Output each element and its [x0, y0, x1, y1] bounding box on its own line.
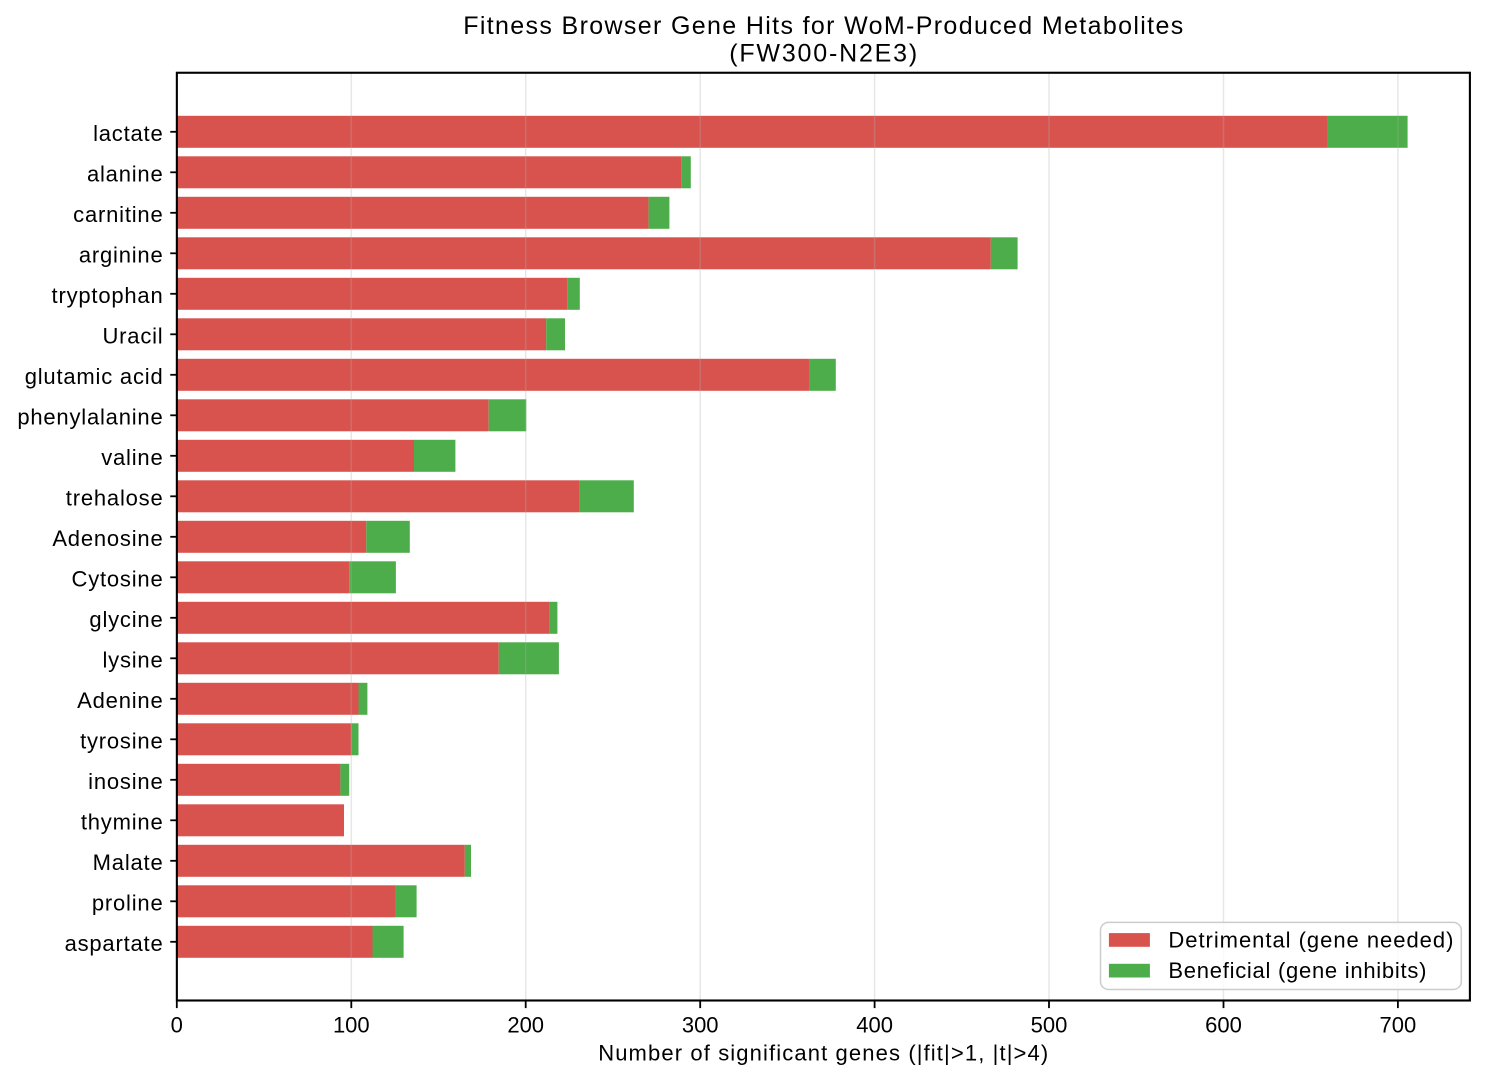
svg-text:lysine: lysine [102, 647, 163, 672]
svg-text:inosine: inosine [88, 769, 163, 794]
svg-text:500: 500 [1031, 1012, 1068, 1037]
svg-text:Fitness Browser Gene Hits for: Fitness Browser Gene Hits for WoM-Produc… [463, 12, 1183, 40]
svg-text:aspartate: aspartate [65, 931, 164, 956]
svg-text:300: 300 [682, 1012, 719, 1037]
svg-text:thymine: thymine [81, 809, 164, 834]
svg-text:400: 400 [856, 1012, 893, 1037]
svg-text:600: 600 [1205, 1012, 1242, 1037]
svg-text:Beneficial (gene inhibits): Beneficial (gene inhibits) [1168, 958, 1426, 983]
svg-text:Number of significant genes (|: Number of significant genes (|fit|>1, |t… [598, 1041, 1048, 1066]
svg-text:proline: proline [92, 890, 164, 915]
svg-text:carnitine: carnitine [73, 202, 163, 227]
svg-text:Malate: Malate [93, 850, 164, 875]
svg-text:phenylalanine: phenylalanine [17, 404, 163, 429]
svg-text:700: 700 [1380, 1012, 1417, 1037]
svg-text:200: 200 [507, 1012, 544, 1037]
svg-text:valine: valine [101, 445, 163, 470]
svg-text:trehalose: trehalose [66, 485, 164, 510]
svg-text:0: 0 [171, 1012, 183, 1037]
svg-text:lactate: lactate [93, 121, 163, 146]
svg-text:Detrimental (gene needed): Detrimental (gene needed) [1168, 928, 1453, 953]
svg-text:Uracil: Uracil [102, 323, 163, 348]
svg-text:100: 100 [333, 1012, 370, 1037]
svg-text:glutamic acid: glutamic acid [25, 364, 164, 389]
svg-text:alanine: alanine [87, 161, 164, 186]
svg-text:tyrosine: tyrosine [80, 728, 163, 753]
svg-text:arginine: arginine [79, 242, 164, 267]
svg-text:Adenosine: Adenosine [52, 526, 163, 551]
svg-text:Adenine: Adenine [77, 688, 163, 713]
svg-text:Cytosine: Cytosine [72, 566, 164, 591]
svg-text:tryptophan: tryptophan [52, 283, 164, 308]
svg-text:(FW300-N2E3): (FW300-N2E3) [729, 40, 917, 68]
svg-text:glycine: glycine [89, 607, 163, 632]
